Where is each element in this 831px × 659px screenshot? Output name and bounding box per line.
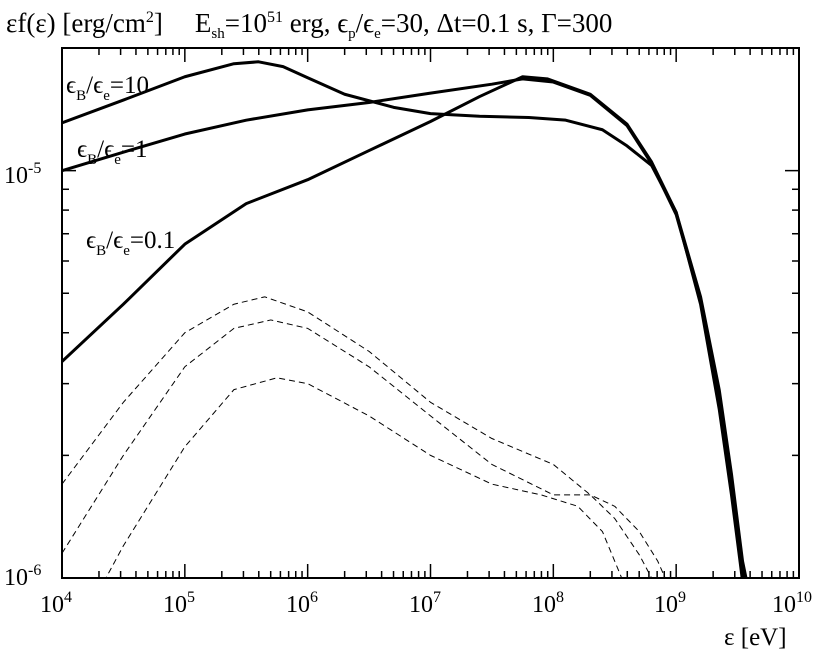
annotation-eb-ee-0.1: ϵB/ϵe=0.1	[86, 227, 175, 259]
y-tick-label-1e-5: 10-5	[4, 160, 41, 189]
axis-ticks	[61, 47, 800, 579]
series-line-4	[62, 296, 653, 578]
series-line-3	[62, 75, 748, 578]
series-line-6	[105, 377, 623, 578]
series-line-2	[62, 77, 746, 578]
y-tick-label-1e-6: 10-6	[4, 562, 41, 591]
x-tick-label-1e6: 106	[286, 589, 318, 618]
x-tick-label-1e10: 1010	[772, 589, 812, 618]
annotation-eb-ee-1: ϵB/ϵe=1	[77, 136, 148, 168]
series-line-1	[62, 60, 744, 578]
x-tick-label-1e5: 105	[163, 589, 195, 618]
x-tick-label-1e7: 107	[409, 589, 441, 618]
x-axis-label: ε [eV]	[724, 624, 787, 651]
plot-frame	[61, 47, 800, 579]
annotation-eb-ee-10: ϵB/ϵe=10	[66, 72, 149, 104]
series-layer	[62, 60, 748, 578]
chart-title: εf(ε) [erg/cm2] Esh=1051 erg, ϵp/ϵe=30, Δ…	[6, 8, 612, 42]
x-tick-label-1e9: 109	[654, 589, 686, 618]
x-tick-label-1e8: 108	[532, 589, 564, 618]
x-tick-label-1e4: 104	[40, 589, 72, 618]
series-line-5	[62, 319, 666, 578]
